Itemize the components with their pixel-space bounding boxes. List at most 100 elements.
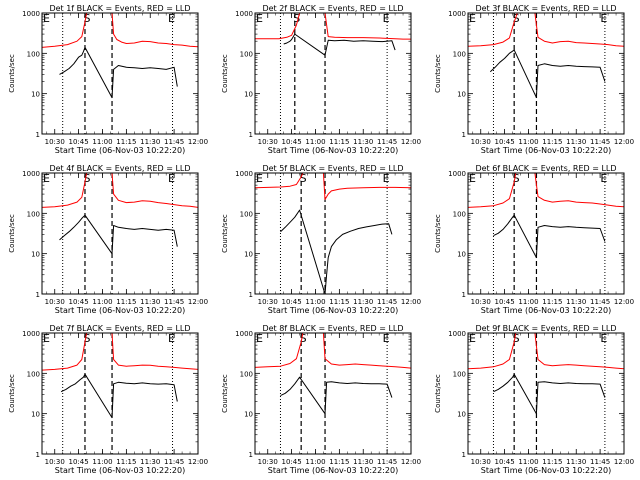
lld-rate-line <box>41 172 199 208</box>
detector-panel-7: Det 7f BLACK = Events, RED = LLD Counts/s… <box>8 324 208 475</box>
marker-label: E <box>469 12 476 25</box>
y-tick-label: 100 <box>453 50 466 58</box>
x-tick-label: 11:30 <box>566 298 586 306</box>
x-tick-label: 11:45 <box>590 298 610 306</box>
x-tick-label: 11:30 <box>140 458 160 466</box>
marker-label: E <box>43 172 50 185</box>
events-rate-line <box>280 376 393 415</box>
x-tick-label: 11:00 <box>518 298 538 306</box>
plot-frame <box>467 332 625 455</box>
y-tick-label: 1000 <box>235 170 253 178</box>
marker-label: E <box>469 332 476 345</box>
x-tick-label: 12:00 <box>188 458 208 466</box>
marker-label: E <box>256 332 263 345</box>
detector-panel-6: Det 6f BLACK = Events, RED = LLD Counts/s… <box>434 164 634 315</box>
y-tick-label: 1000 <box>22 330 40 338</box>
detector-panel-1: Det 1f BLACK = Events, RED = LLD Counts/s… <box>8 4 208 155</box>
x-axis-label: Start Time (06-Nov-03 10:22:20) <box>55 306 185 315</box>
x-tick-label: 10:45 <box>495 138 515 146</box>
marker-label: E <box>256 12 263 25</box>
marker-label: S <box>83 172 90 185</box>
y-tick-label: 1 <box>249 291 253 299</box>
x-tick-label: 12:00 <box>188 138 208 146</box>
marker-label: S <box>513 332 520 345</box>
marker-label: E <box>256 172 263 185</box>
plot-frame <box>467 172 625 295</box>
events-rate-line <box>493 214 606 259</box>
x-tick-label: 10:45 <box>282 138 302 146</box>
panel-title: Det 7f BLACK = Events, RED = LLD <box>49 324 190 333</box>
x-tick-label: 10:30 <box>471 298 491 306</box>
x-tick-label: 12:00 <box>614 298 634 306</box>
x-tick-label: 12:00 <box>401 138 421 146</box>
y-tick-label: 10 <box>244 411 253 419</box>
events-rate-line <box>59 46 178 99</box>
x-axis-label: Start Time (06-Nov-03 10:22:20) <box>55 146 185 155</box>
panel-title: Det 5f BLACK = Events, RED = LLD <box>262 164 403 173</box>
x-tick-label: 11:15 <box>542 458 562 466</box>
panel-title: Det 1f BLACK = Events, RED = LLD <box>49 4 190 13</box>
x-tick-label: 11:00 <box>305 138 325 146</box>
x-tick-label: 11:45 <box>377 458 397 466</box>
x-tick-label: 11:45 <box>164 138 184 146</box>
marker-label: E <box>168 332 175 345</box>
marker-label: E <box>383 12 390 25</box>
y-axis-label: Counts/sec <box>8 54 16 93</box>
x-tick-label: 11:45 <box>164 298 184 306</box>
y-tick-label: 10 <box>457 91 466 99</box>
y-tick-label: 100 <box>453 370 466 378</box>
lld-rate-line <box>41 332 199 371</box>
y-tick-label: 1 <box>36 291 40 299</box>
x-axis-label: Start Time (06-Nov-03 10:22:20) <box>268 306 398 315</box>
plot-frame <box>41 172 199 295</box>
y-tick-label: 1000 <box>448 330 466 338</box>
y-tick-label: 100 <box>240 210 253 218</box>
x-tick-label: 10:45 <box>69 138 89 146</box>
y-tick-label: 100 <box>240 50 253 58</box>
marker-label: S <box>293 12 300 25</box>
lld-rate-line <box>467 332 625 370</box>
lld-rate-line <box>467 172 625 208</box>
panel-title: Det 2f BLACK = Events, RED = LLD <box>262 4 403 13</box>
x-tick-label: 11:30 <box>140 138 160 146</box>
x-axis-label: Start Time (06-Nov-03 10:22:20) <box>268 146 398 155</box>
y-tick-label: 1000 <box>235 330 253 338</box>
x-tick-label: 11:15 <box>329 298 349 306</box>
y-tick-label: 10 <box>244 251 253 259</box>
events-rate-line <box>493 373 606 415</box>
x-axis-label: Start Time (06-Nov-03 10:22:20) <box>268 466 398 475</box>
x-tick-label: 10:30 <box>471 458 491 466</box>
y-tick-label: 1000 <box>22 170 40 178</box>
x-tick-label: 12:00 <box>401 298 421 306</box>
x-tick-label: 10:45 <box>69 298 89 306</box>
plot-frame <box>254 172 412 295</box>
lld-rate-line <box>254 172 412 200</box>
y-tick-label: 1 <box>36 131 40 139</box>
x-tick-label: 11:45 <box>377 298 397 306</box>
panel-title: Det 8f BLACK = Events, RED = LLD <box>262 324 403 333</box>
x-tick-label: 11:00 <box>92 138 112 146</box>
y-tick-label: 100 <box>27 50 40 58</box>
x-tick-label: 10:45 <box>282 298 302 306</box>
y-tick-label: 10 <box>31 251 40 259</box>
y-tick-label: 1 <box>36 451 40 459</box>
x-tick-label: 10:30 <box>45 298 65 306</box>
x-axis-label: Start Time (06-Nov-03 10:22:20) <box>481 146 611 155</box>
x-axis-label: Start Time (06-Nov-03 10:22:20) <box>481 466 611 475</box>
x-tick-label: 11:30 <box>353 138 373 146</box>
y-tick-label: 1 <box>462 451 466 459</box>
plot-frame <box>41 332 199 455</box>
x-tick-label: 11:00 <box>518 458 538 466</box>
plot-frame <box>254 332 412 455</box>
x-tick-label: 11:00 <box>518 138 538 146</box>
plot-frame <box>41 12 199 135</box>
x-tick-label: 11:15 <box>116 298 136 306</box>
marker-label: E <box>600 12 607 25</box>
marker-label: S <box>300 172 307 185</box>
y-tick-label: 10 <box>31 91 40 99</box>
panel-title: Det 4f BLACK = Events, RED = LLD <box>49 164 190 173</box>
x-tick-label: 11:15 <box>542 138 562 146</box>
x-tick-label: 11:30 <box>566 138 586 146</box>
x-axis-label: Start Time (06-Nov-03 10:22:20) <box>481 306 611 315</box>
